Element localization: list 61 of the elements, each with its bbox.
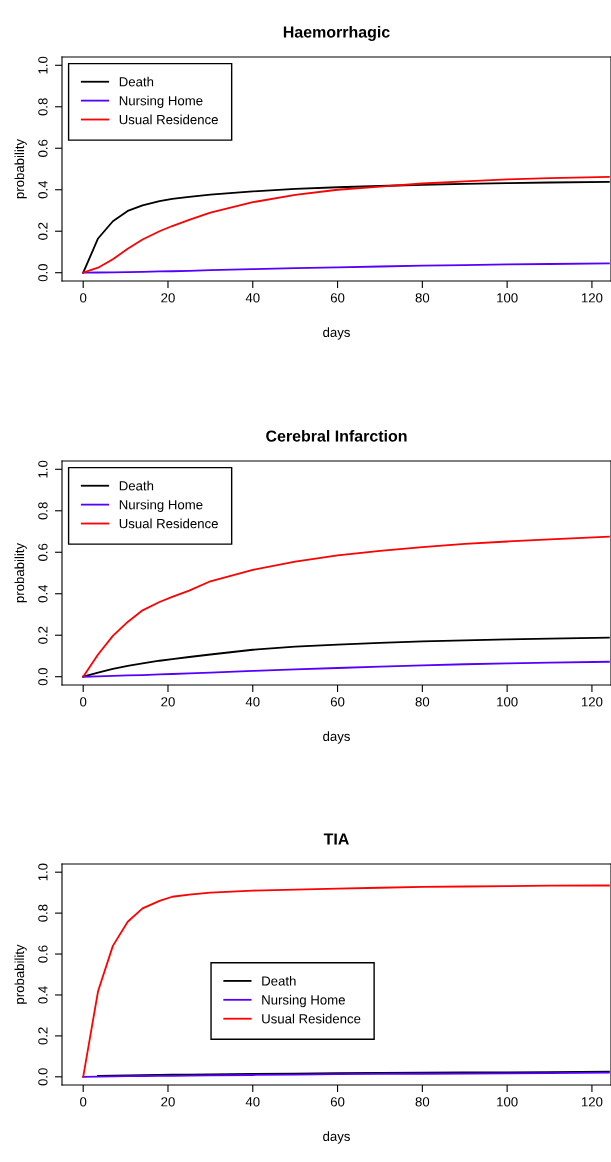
x-tick-label: 0 — [80, 1097, 87, 1107]
x-tick-label: 100 — [497, 697, 518, 707]
x-tick-label: 120 — [581, 1097, 603, 1107]
legend-label: Usual Residence — [119, 114, 218, 125]
y-tick-label: 1.0 — [38, 460, 48, 478]
y-tick-label: 0.8 — [38, 98, 48, 116]
legend-label: Nursing Home — [262, 994, 345, 1008]
x-tick-label: 20 — [161, 1097, 175, 1107]
y-tick-label: 0.0 — [38, 668, 48, 686]
x-tick-label: 80 — [415, 293, 430, 303]
x-tick-label: 80 — [415, 1097, 430, 1107]
line-series — [82, 535, 610, 678]
legend-label: Usual Residence — [119, 518, 218, 529]
x-tick-label: 20 — [161, 293, 175, 303]
x-axis-title: days — [323, 731, 350, 744]
y-axis-title: probability — [14, 944, 27, 1004]
y-tick-label: 0.4 — [38, 584, 48, 603]
chart-title: Cerebral Infarction — [266, 429, 407, 442]
y-tick-label: 0.8 — [38, 904, 48, 922]
y-tick-label: 0.2 — [38, 1027, 48, 1045]
x-tick-label: 0 — [80, 293, 87, 303]
y-tick-label: 0.0 — [38, 1068, 48, 1086]
x-tick-label: 40 — [245, 1097, 260, 1107]
y-tick-label: 0.6 — [38, 543, 48, 561]
y-tick-label: 0.6 — [38, 945, 48, 963]
y-tick-label: 0.8 — [38, 502, 48, 520]
x-tick-label: 40 — [245, 293, 260, 303]
x-tick-label: 100 — [497, 1097, 518, 1107]
legend-label: Nursing Home — [119, 95, 203, 108]
x-axis-title: days — [323, 327, 350, 340]
x-tick-label: 40 — [245, 697, 260, 707]
y-tick-label: 1.0 — [38, 863, 48, 881]
y-tick-label: 0.2 — [38, 222, 48, 240]
line-series — [82, 262, 610, 274]
y-tick-label: 0.4 — [38, 180, 48, 199]
x-tick-label: 60 — [330, 1097, 345, 1107]
y-tick-label: 0.6 — [38, 139, 48, 157]
y-tick-label: 0.4 — [38, 986, 48, 1004]
legend-label: Death — [119, 76, 154, 87]
y-tick-label: 0.2 — [38, 626, 48, 644]
x-tick-label: 60 — [330, 293, 345, 303]
x-tick-label: 120 — [581, 293, 603, 303]
x-tick-label: 100 — [497, 293, 518, 303]
legend-label: Usual Residence — [262, 1013, 361, 1024]
legend-label: Death — [262, 975, 296, 986]
x-tick-label: 20 — [161, 697, 175, 707]
y-tick-label: 0.0 — [38, 264, 48, 282]
x-tick-label: 80 — [415, 697, 430, 707]
y-tick-label: 1.0 — [38, 56, 48, 74]
y-axis-title: probability — [14, 542, 27, 603]
x-tick-label: 0 — [80, 697, 87, 707]
legend-label: Death — [119, 480, 154, 491]
x-tick-label: 60 — [330, 697, 345, 707]
legend-label: Nursing Home — [119, 499, 203, 512]
x-axis-title: days — [323, 1131, 350, 1144]
line-series — [82, 884, 610, 1078]
x-tick-label: 120 — [581, 697, 603, 707]
chart-title: TIA — [323, 833, 349, 845]
y-axis-title: probability — [14, 138, 27, 199]
line-series — [82, 660, 610, 678]
chart-title: Haemorrhagic — [283, 25, 390, 41]
